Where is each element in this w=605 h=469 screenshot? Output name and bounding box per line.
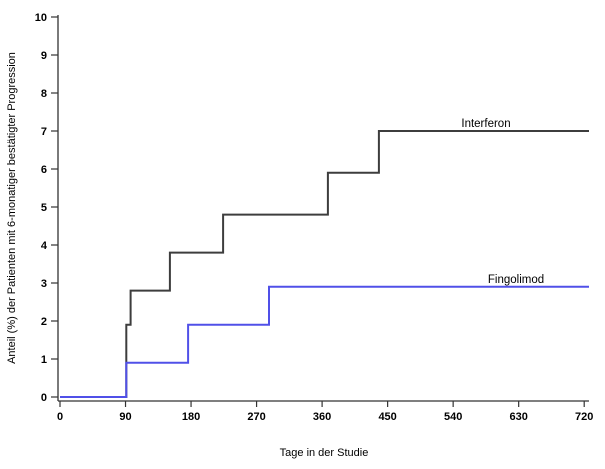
x-tick-label: 720 (575, 411, 593, 423)
y-axis-title: Anteil (%) der Patienten mit 6-monatiger… (6, 52, 18, 364)
interferon-line (60, 130, 589, 398)
y-tick-label: 0 (41, 392, 47, 404)
y-tick-label: 4 (41, 240, 48, 252)
x-tick-label: 270 (247, 411, 265, 423)
y-tick-label: 3 (41, 278, 47, 290)
y-tick-label: 1 (41, 354, 47, 366)
y-tick-label: 5 (41, 202, 47, 214)
x-tick-label: 540 (444, 411, 462, 423)
series-label-interferon: Interferon (461, 118, 510, 130)
y-tick-label: 9 (41, 50, 47, 62)
y-tick-label: 8 (41, 88, 47, 100)
x-axis-title: Tage in der Studie (280, 447, 369, 459)
fingolimod-line (60, 285, 589, 398)
x-tick-label: 630 (509, 411, 527, 423)
x-tick-label: 450 (378, 411, 396, 423)
x-tick-label: 0 (57, 411, 63, 423)
x-tick-label: 180 (182, 411, 200, 423)
series-label-fingolimod: Fingolimod (488, 274, 544, 286)
y-tick-label: 10 (35, 12, 47, 24)
x-tick-label: 90 (119, 411, 131, 423)
y-tick-label: 6 (41, 164, 47, 176)
y-tick-label: 2 (41, 316, 47, 328)
y-tick-label: 7 (41, 126, 47, 138)
x-tick-label: 360 (313, 411, 331, 423)
chart-generated-layer: 0 1 2 3 4 5 6 7 8 9 10 0 90 180 270 360 450 540 630 720 (35, 12, 594, 423)
